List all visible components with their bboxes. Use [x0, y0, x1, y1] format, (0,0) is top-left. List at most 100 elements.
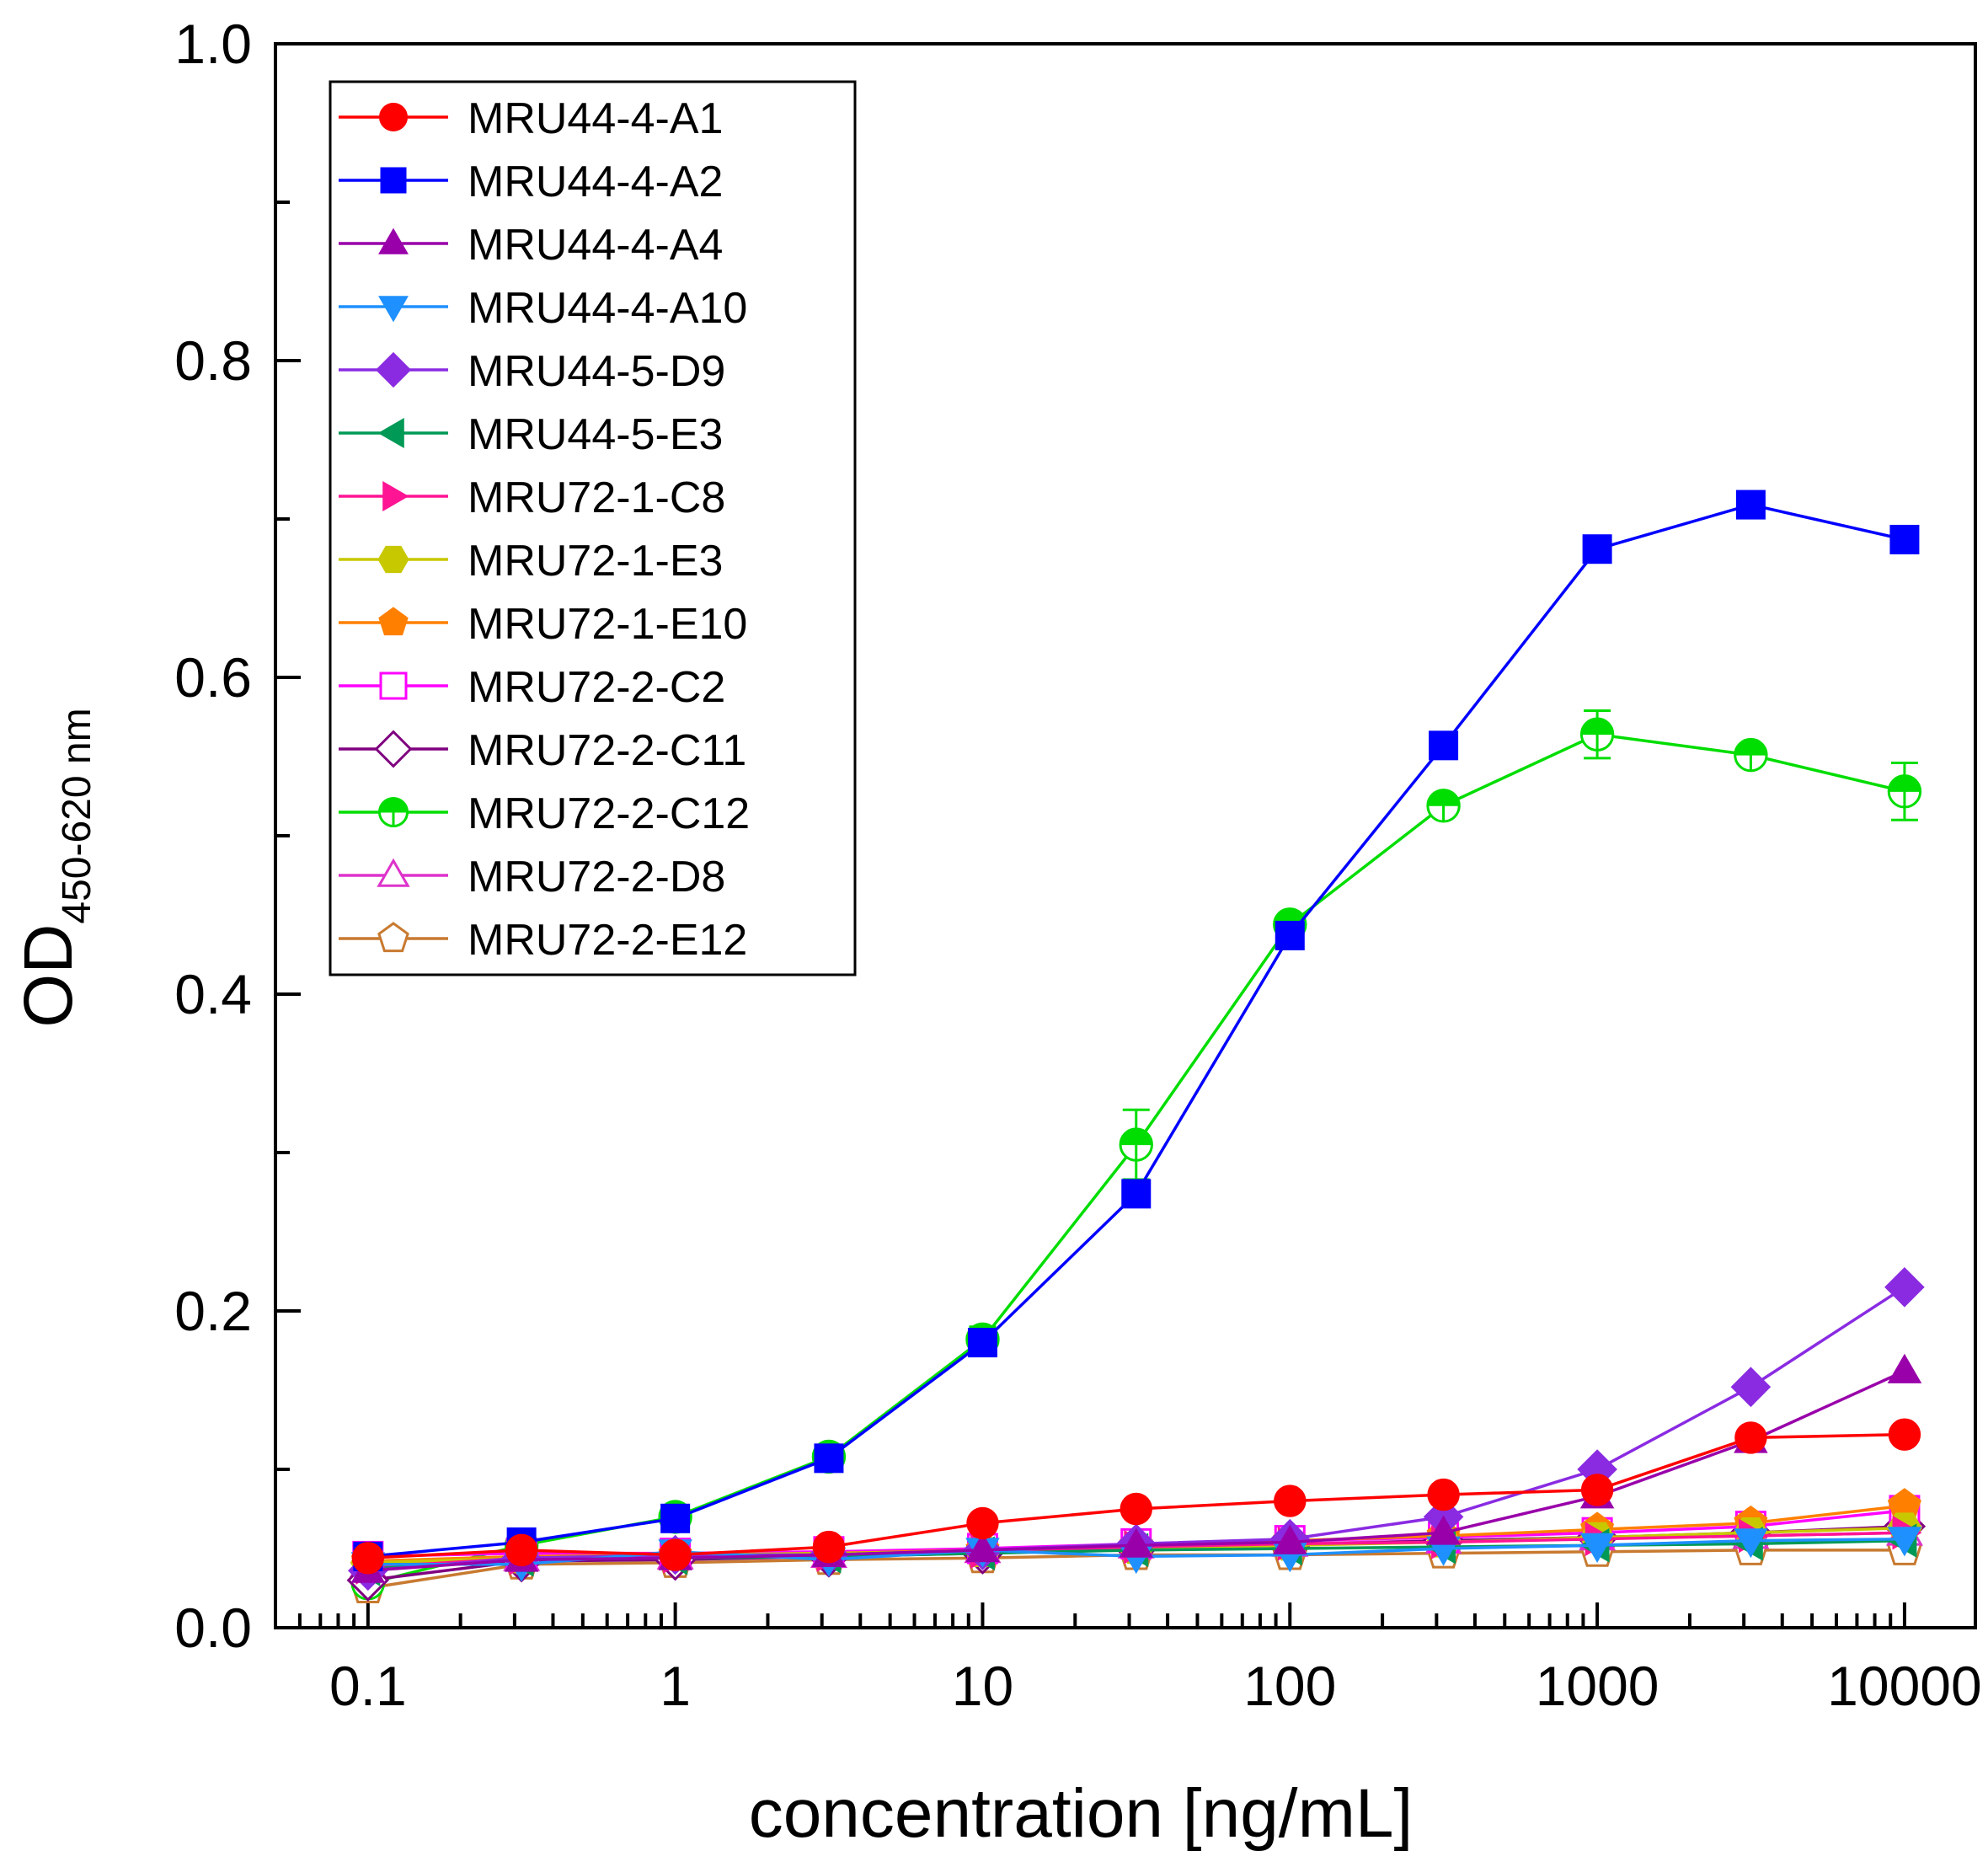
legend-label: MRU44-4-A1	[468, 94, 723, 143]
data-point	[660, 1503, 691, 1533]
legend-marker	[377, 545, 409, 574]
data-point	[1274, 1485, 1307, 1517]
data-point	[812, 1530, 846, 1564]
data-point	[1734, 737, 1768, 773]
legend-item-MRU72-2-C12: MRU72-2-C12	[339, 789, 750, 838]
y-tick-label: 0.0	[174, 1597, 252, 1659]
data-point	[1426, 789, 1461, 823]
data-point	[1734, 1528, 1768, 1559]
legend-label: MRU72-2-D8	[468, 853, 725, 901]
data-point	[505, 1533, 538, 1567]
legend-marker	[378, 607, 409, 636]
legend-marker	[374, 730, 413, 768]
legend-label: MRU72-1-C8	[468, 473, 725, 522]
data-point	[1887, 1353, 1922, 1383]
series-group	[346, 489, 1927, 1603]
legend-marker	[380, 167, 407, 194]
marker-half-fill	[378, 798, 409, 813]
data-point	[1888, 1418, 1921, 1451]
legend-label: MRU72-2-C12	[468, 789, 750, 838]
legend-item-MRU44-5-D9: MRU44-5-D9	[339, 347, 725, 396]
data-point	[814, 1443, 844, 1474]
legend-item-MRU72-1-E10: MRU72-1-E10	[339, 600, 747, 649]
legend-item-MRU44-4-A4: MRU44-4-A4	[339, 221, 723, 270]
legend-item-MRU44-4-A10: MRU44-4-A10	[339, 284, 747, 333]
legend-label: MRU72-1-E10	[468, 600, 747, 649]
legend-marker	[377, 922, 409, 953]
data-point	[1426, 1515, 1461, 1545]
data-point	[351, 1542, 385, 1575]
data-point	[965, 1533, 1000, 1563]
data-point	[1119, 1527, 1154, 1558]
data-point	[1273, 1524, 1307, 1554]
marker-half-fill	[1274, 908, 1307, 925]
data-point	[1887, 774, 1922, 809]
legend-box	[329, 80, 857, 976]
legend-item-MRU72-2-C2: MRU72-2-C2	[339, 663, 725, 712]
data-point	[1579, 1533, 1615, 1564]
legend-label: MRU44-4-A10	[468, 284, 747, 333]
legend-marker	[375, 351, 412, 388]
y-tick-label: 0.4	[174, 963, 252, 1025]
marker-half-fill	[1580, 718, 1614, 736]
x-axis-title: concentration [ng/mL]	[749, 1775, 1414, 1852]
data-point	[1427, 1478, 1460, 1511]
series-MRU44-4-A4	[350, 1353, 1922, 1583]
legend-item-MRU44-5-E3: MRU44-5-E3	[339, 410, 723, 459]
legend-item-MRU72-1-E3: MRU72-1-E3	[339, 537, 723, 586]
data-point	[1429, 730, 1459, 761]
x-tick-label: 1000	[1536, 1655, 1659, 1717]
data-point	[967, 1328, 997, 1358]
y-tick-label: 0.6	[174, 646, 252, 709]
legend-label: MRU44-4-A2	[468, 158, 723, 206]
x-tick-label: 10000	[1827, 1655, 1982, 1717]
marker-half-fill	[1120, 1128, 1152, 1146]
legend-marker	[378, 797, 409, 827]
y-axis-title-subscript: 450-620 nm	[55, 708, 99, 923]
legend-item-MRU72-2-D8: MRU72-2-D8	[339, 853, 725, 901]
y-tick-label: 0.2	[174, 1280, 252, 1342]
legend: MRU44-4-A1 MRU44-4-A2 MRU44-4-A4 MRU44-4-A1…	[329, 80, 857, 976]
legend-item-MRU44-4-A1: MRU44-4-A1	[339, 94, 723, 143]
legend-label: MRU72-2-C2	[468, 663, 725, 712]
y-axis-title-main: OD	[10, 924, 87, 1028]
x-tick-label: 100	[1243, 1655, 1336, 1717]
x-tick-label: 1	[660, 1655, 691, 1717]
data-point	[1889, 524, 1920, 554]
legend-marker	[378, 227, 409, 254]
data-point	[1119, 1127, 1153, 1162]
data-point	[1121, 1179, 1152, 1209]
legend-item-MRU72-2-E12: MRU72-2-E12	[339, 916, 747, 965]
data-point	[1884, 1266, 1925, 1308]
data-point	[966, 1506, 999, 1540]
data-point	[1730, 1367, 1772, 1408]
marker-half-fill	[1888, 775, 1921, 792]
data-point	[1120, 1492, 1152, 1526]
y-tick-label: 1.0	[174, 13, 252, 75]
marker-half-fill	[1427, 789, 1460, 806]
series-MRU44-4-A1	[351, 1418, 1921, 1575]
data-point	[1579, 717, 1615, 752]
legend-item-MRU72-1-C8: MRU72-1-C8	[339, 473, 725, 522]
data-point	[1275, 920, 1305, 950]
axes: 0.0 0.2 0.4 0.6 0.8 1.0 0.1 1 10 100 1000 10000	[174, 13, 1981, 1717]
data-point	[1582, 534, 1612, 564]
legend-label: MRU44-5-D9	[468, 347, 725, 396]
legend-marker	[378, 296, 409, 323]
y-tick-label: 0.8	[174, 329, 252, 392]
legend-label: MRU72-2-C11	[468, 726, 746, 775]
data-point	[1735, 489, 1766, 520]
legend-marker	[382, 481, 409, 511]
y-axis-title: OD450-620 nm	[10, 708, 99, 1027]
x-tick-label: 10	[952, 1655, 1013, 1717]
legend-marker	[379, 671, 408, 700]
series-MRU44-4-A2	[353, 489, 1920, 1571]
legend-item-MRU72-2-C11: MRU72-2-C11	[339, 726, 746, 775]
legend-label: MRU44-5-E3	[468, 410, 723, 459]
marker-half-fill	[1734, 738, 1767, 756]
legend-marker	[377, 418, 404, 448]
legend-label: MRU44-4-A4	[468, 221, 723, 270]
data-point	[1887, 1527, 1922, 1557]
legend-marker	[379, 103, 408, 131]
